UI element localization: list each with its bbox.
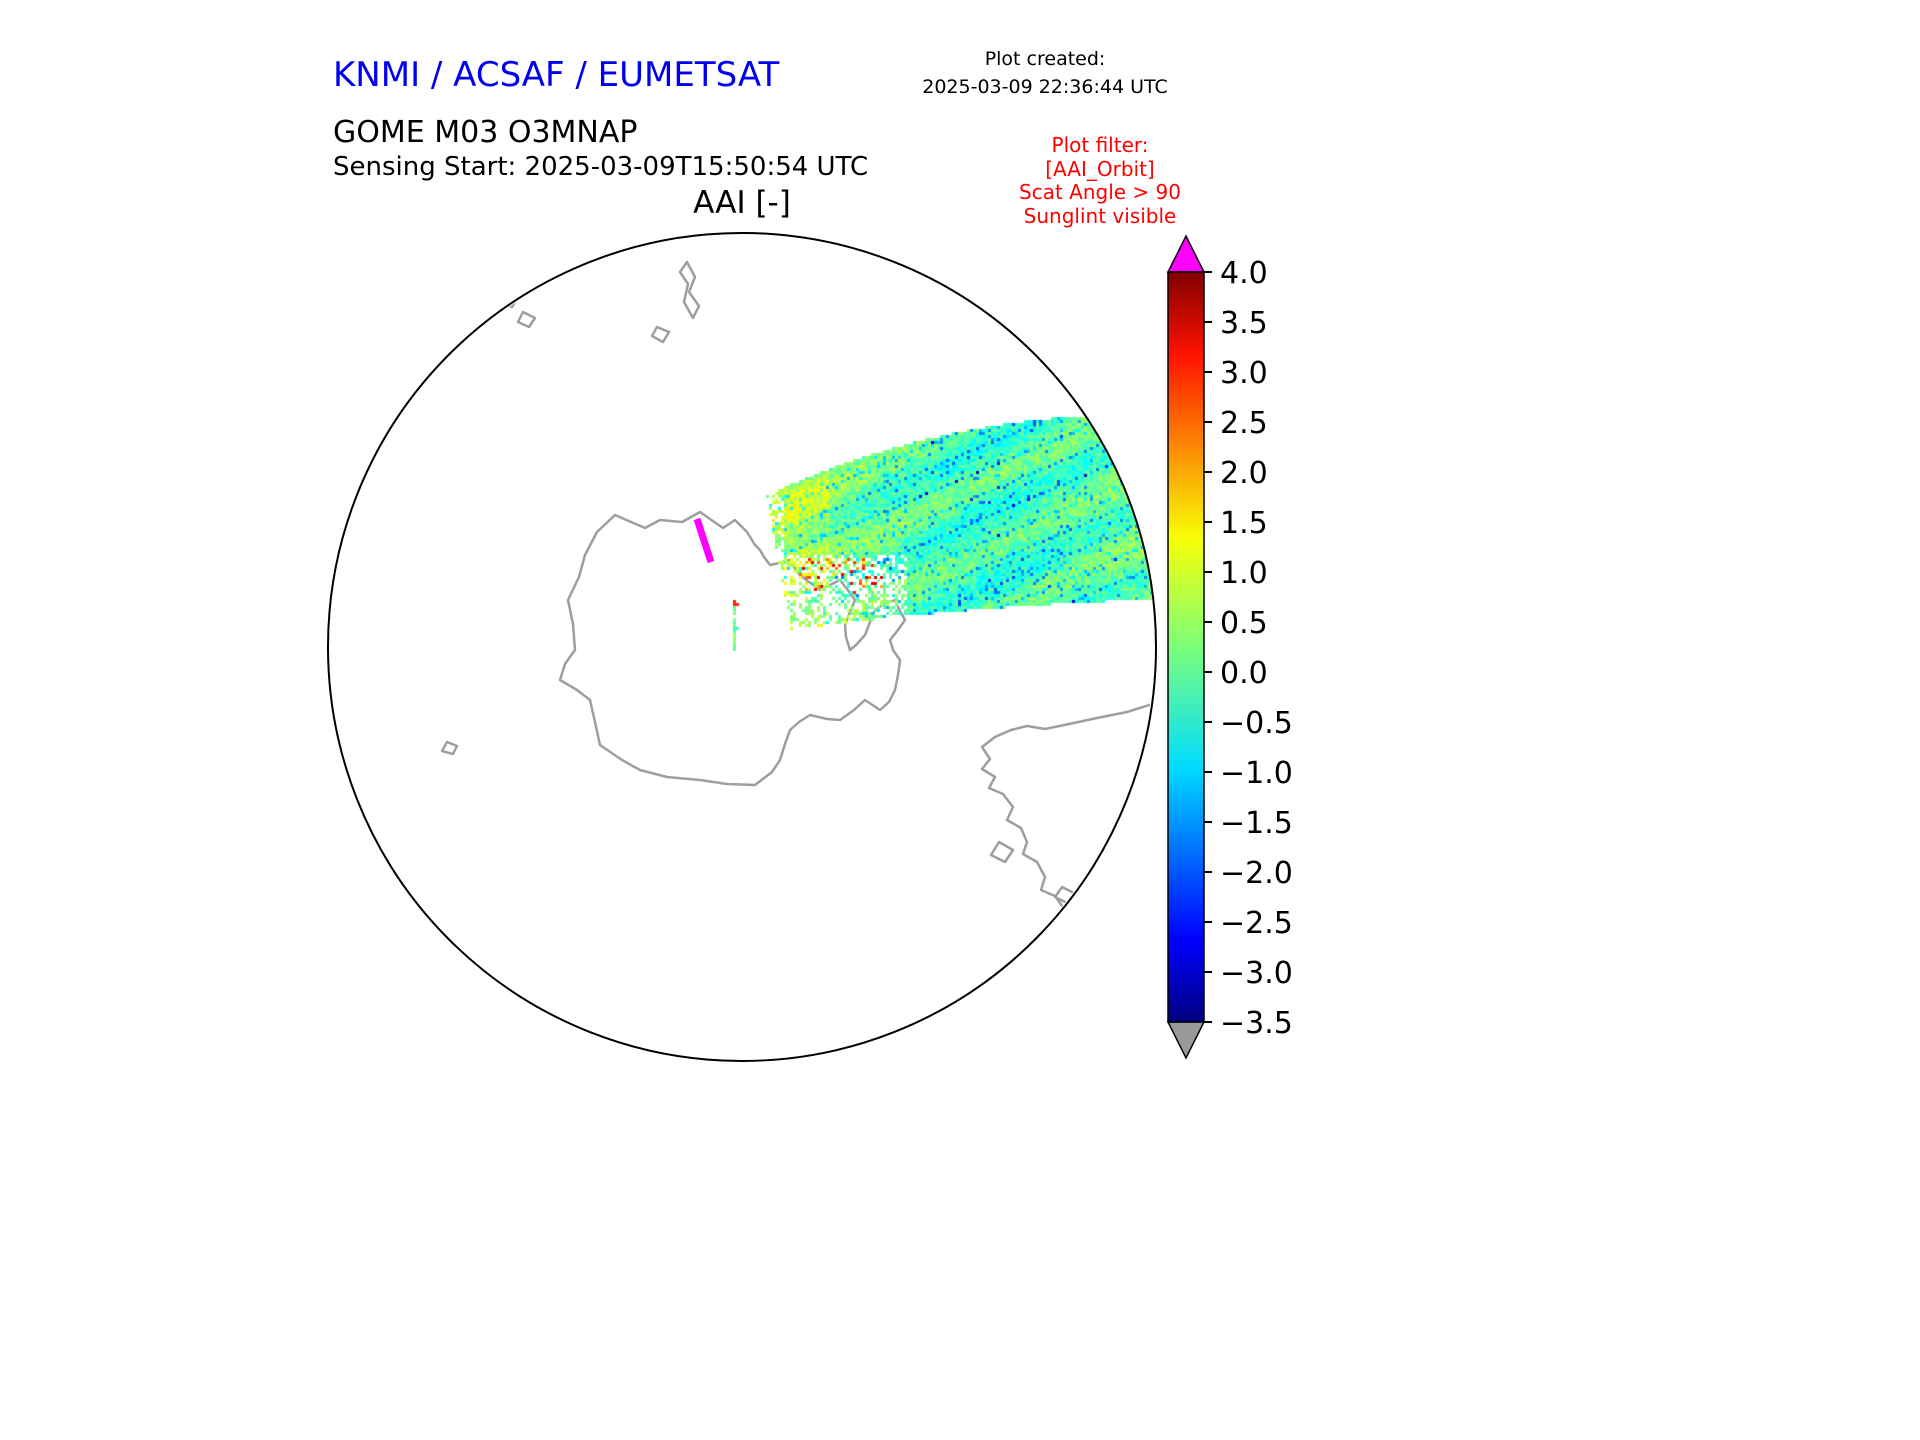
plot-title: AAI [-] [693,185,791,221]
colorbar-tick-label: 1.5 [1220,506,1268,541]
colorbar: 4.0 3.5 3.0 2.5 2.0 1.5 1.0 0.5 0.0 −0.5 −1.0 −1.5 −… [1160,230,1360,1070]
colorbar-tick-label: 0.5 [1220,606,1268,641]
plot-filter-note: Plot filter: [AAI_Orbit] Scat Angle > 90… [980,133,1220,228]
sensing-start: Sensing Start: 2025-03-09T15:50:54 UTC [333,152,869,182]
colorbar-tick-label: −0.5 [1220,706,1293,741]
polar-map [327,232,1157,1062]
product-title: GOME M03 O3MNAP [333,115,638,150]
plot-created-label: Plot created: [984,48,1106,70]
plot-filter-line: Scat Angle > 90 [1019,180,1181,205]
plot-filter-line: Plot filter: [1051,133,1149,157]
colorbar-tick-label: 2.0 [1220,456,1268,491]
colorbar-tick-label: −2.0 [1220,856,1293,891]
colorbar-tick-label: 4.0 [1220,256,1268,291]
colorbar-over-arrow [1166,234,1206,273]
colorbar-gradient [1167,271,1205,1023]
plot-created-value: 2025-03-09 22:36:44 UTC [922,75,1168,98]
colorbar-tick-label: 1.0 [1220,556,1268,591]
plot-created: Plot created: 2025-03-09 22:36:44 UTC [920,46,1170,101]
colorbar-tick-label: −1.5 [1220,806,1293,841]
plot-filter-line: Sunglint visible [1023,203,1177,228]
colorbar-tick-label: 0.0 [1220,656,1268,691]
colorbar-ticks: 4.0 3.5 3.0 2.5 2.0 1.5 1.0 0.5 0.0 −0.5 −1.0 −1.5 −… [1204,256,1293,1041]
colorbar-tick-label: −3.0 [1220,956,1293,991]
colorbar-tick-label: 2.5 [1220,406,1268,441]
colorbar-tick-label: −2.5 [1220,906,1293,941]
colorbar-under-arrow [1166,1021,1206,1060]
colorbar-tick-label: 3.0 [1220,356,1268,391]
plot-filter-line: [AAI_Orbit] [1045,156,1155,181]
organization-title: KNMI / ACSAF / EUMETSAT [333,55,780,95]
colorbar-tick-label: −3.5 [1220,1006,1293,1041]
aai-swath-data [329,234,1155,1060]
colorbar-tick-label: −1.0 [1220,756,1293,791]
colorbar-tick-label: 3.5 [1220,306,1268,341]
